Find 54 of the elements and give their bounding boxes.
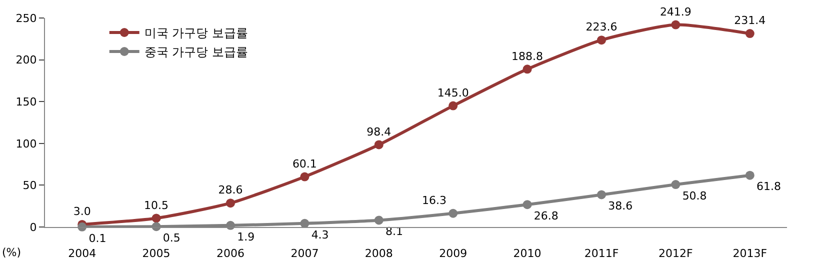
x-tick-label: 2013F xyxy=(732,247,768,260)
y-tick-label: 50 xyxy=(22,179,37,192)
data-label: 0.5 xyxy=(162,231,180,244)
data-label: 241.9 xyxy=(660,5,692,18)
data-label: 10.5 xyxy=(144,198,169,212)
point xyxy=(448,208,458,218)
y-tick-label: 0 xyxy=(30,220,37,234)
point xyxy=(374,216,384,225)
point xyxy=(226,198,235,208)
point xyxy=(745,29,754,38)
legend-label: 미국 가구당 보급률 xyxy=(144,26,248,40)
point xyxy=(300,172,310,182)
x-tick-label: 2011F xyxy=(584,247,619,260)
point xyxy=(374,140,384,150)
data-label: 98.4 xyxy=(366,125,392,138)
data-label: 188.8 xyxy=(512,50,544,63)
point xyxy=(671,20,680,30)
point xyxy=(745,170,754,180)
point xyxy=(522,64,532,74)
x-tick-label: 2004 xyxy=(68,247,96,260)
x-tick-label: 2006 xyxy=(216,247,244,260)
x-tick-label: 2012F xyxy=(658,247,693,260)
x-tick-label: 2010 xyxy=(513,247,542,260)
data-label: 26.8 xyxy=(534,209,558,222)
point xyxy=(597,36,606,45)
data-label: 223.6 xyxy=(586,20,618,34)
x-tick-label: 2007 xyxy=(290,247,319,260)
point xyxy=(671,180,680,190)
point xyxy=(448,101,458,110)
data-label: 50.8 xyxy=(682,189,707,202)
data-label: 145.0 xyxy=(437,86,469,100)
x-tick-label: 2009 xyxy=(439,247,468,260)
data-label: 38.6 xyxy=(608,200,633,213)
y-tick-label: 250 xyxy=(16,12,37,25)
point xyxy=(522,200,532,210)
data-label: 16.3 xyxy=(422,194,446,207)
y-tick-label: 150 xyxy=(16,95,37,108)
data-label: 3.0 xyxy=(73,205,91,218)
data-label: 231.4 xyxy=(734,14,766,28)
point xyxy=(152,214,161,223)
y-tick-label: 100 xyxy=(16,137,37,150)
data-label: 0.1 xyxy=(88,232,106,245)
point xyxy=(597,190,606,200)
data-label: 1.9 xyxy=(237,230,255,244)
y-tick-label: 200 xyxy=(16,54,37,67)
data-label: 28.6 xyxy=(218,184,243,197)
x-tick-label: 2008 xyxy=(364,247,393,260)
y-axis-title: (%) xyxy=(2,246,22,259)
legend-label: 중국 가구당 보급률 xyxy=(144,45,248,60)
point xyxy=(300,218,310,228)
data-label: 61.8 xyxy=(756,180,782,194)
data-label: 60.1 xyxy=(292,157,317,170)
x-tick-label: 2005 xyxy=(142,247,170,260)
data-label: 4.3 xyxy=(311,228,329,242)
